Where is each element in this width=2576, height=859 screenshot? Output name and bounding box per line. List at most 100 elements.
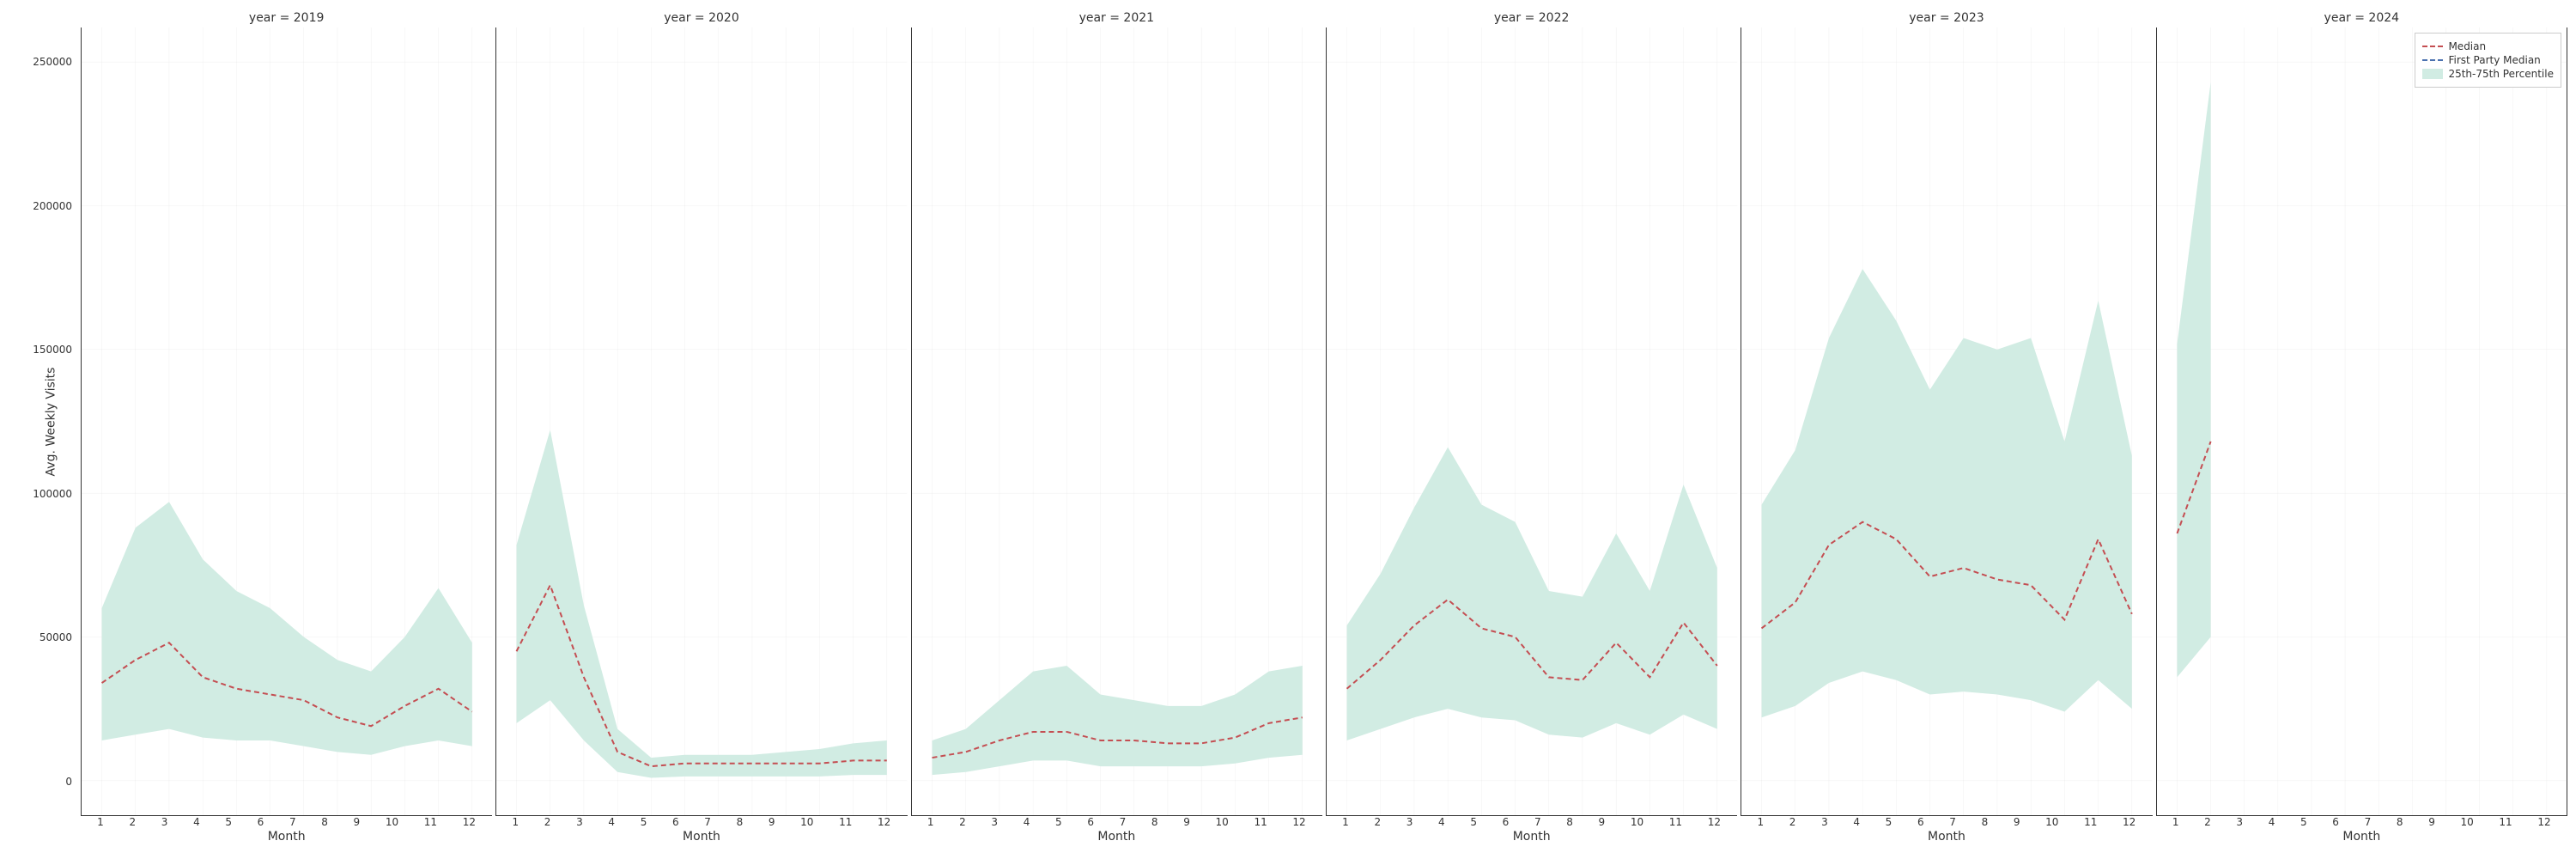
- y-axis: Avg. Weekly Visits 050000100000150000200…: [9, 9, 77, 850]
- x-tick-label: 2: [129, 816, 136, 828]
- x-tick-label: 11: [1254, 816, 1267, 828]
- x-tick-label: 9: [1183, 816, 1190, 828]
- legend-item: Median: [2422, 40, 2554, 52]
- x-tick-label: 3: [991, 816, 998, 828]
- x-tick-label: 4: [1438, 816, 1445, 828]
- plot-area: [1326, 27, 1737, 816]
- legend-swatch: [2422, 69, 2443, 79]
- x-tick-label: 8: [737, 816, 744, 828]
- x-tick-label: 7: [289, 816, 296, 828]
- x-tick-label: 11: [2084, 816, 2097, 828]
- x-tick-label: 12: [1708, 816, 1721, 828]
- facet-panel: year = 2022123456789101112Month: [1326, 9, 1737, 850]
- x-tick-label: 4: [608, 816, 615, 828]
- x-tick-label: 6: [258, 816, 264, 828]
- x-tick-label: 9: [354, 816, 361, 828]
- facet-panel: year = 2021123456789101112Month: [911, 9, 1322, 850]
- legend-label: First Party Median: [2448, 54, 2540, 66]
- percentile-band: [517, 430, 887, 778]
- legend-label: 25th-75th Percentile: [2448, 68, 2554, 80]
- x-tick-label: 10: [1216, 816, 1229, 828]
- x-tick-label: 4: [1024, 816, 1030, 828]
- percentile-band: [932, 666, 1302, 775]
- x-tick-label: 5: [225, 816, 232, 828]
- x-tick-label: 10: [800, 816, 813, 828]
- x-axis-label: Month: [911, 830, 1322, 844]
- x-tick-label: 12: [1292, 816, 1305, 828]
- legend: Median First Party Median 25th-75th Percen…: [2415, 33, 2561, 88]
- x-tick-label: 2: [959, 816, 966, 828]
- y-tick-label: 200000: [33, 200, 72, 212]
- panel-title: year = 2023: [1741, 9, 2152, 27]
- x-tick-label: 6: [1087, 816, 1094, 828]
- x-tick-label: 2: [544, 816, 551, 828]
- x-axis-label: Month: [1741, 830, 2152, 844]
- x-tick-label: 6: [1917, 816, 1924, 828]
- x-tick-label: 1: [513, 816, 519, 828]
- y-tick-label: 100000: [33, 488, 72, 500]
- x-axis-label: Month: [1326, 830, 1737, 844]
- x-tick-label: 5: [1886, 816, 1893, 828]
- x-tick-label: 2: [1374, 816, 1381, 828]
- x-axis: 123456789101112Month: [911, 816, 1322, 850]
- x-tick-label: 9: [2014, 816, 2020, 828]
- x-tick-label: 1: [97, 816, 104, 828]
- percentile-band: [102, 502, 472, 755]
- x-tick-label: 9: [769, 816, 775, 828]
- x-tick-label: 1: [1757, 816, 1764, 828]
- panel-title: year = 2024: [2156, 9, 2567, 27]
- facet-panel: year = 2019123456789101112Month: [81, 9, 492, 850]
- x-tick-label: 3: [161, 816, 168, 828]
- x-tick-label: 8: [1151, 816, 1158, 828]
- y-tick-label: 50000: [39, 631, 72, 643]
- x-tick-label: 3: [1406, 816, 1413, 828]
- x-tick-label: 2: [2204, 816, 2211, 828]
- x-tick-label: 5: [2300, 816, 2307, 828]
- x-tick-label: 11: [424, 816, 437, 828]
- x-tick-label: 10: [1631, 816, 1643, 828]
- x-tick-label: 10: [2045, 816, 2058, 828]
- panel-title: year = 2022: [1326, 9, 1737, 27]
- x-tick-label: 7: [2365, 816, 2372, 828]
- x-axis-label: Month: [2156, 830, 2567, 844]
- y-tick-label: 0: [65, 776, 72, 788]
- plot-area: [1741, 27, 2152, 816]
- x-tick-label: 8: [1982, 816, 1989, 828]
- x-tick-label: 5: [641, 816, 647, 828]
- legend-item: First Party Median: [2422, 54, 2554, 66]
- percentile-band: [2177, 82, 2210, 678]
- x-tick-label: 10: [386, 816, 398, 828]
- x-tick-label: 7: [1949, 816, 1956, 828]
- x-axis: 123456789101112Month: [81, 816, 492, 850]
- x-tick-label: 12: [2123, 816, 2136, 828]
- x-tick-label: 12: [463, 816, 476, 828]
- facet-panel: year = 2020123456789101112Month: [495, 9, 907, 850]
- x-axis-label: Month: [81, 830, 492, 844]
- panel-title: year = 2020: [495, 9, 907, 27]
- x-tick-label: 11: [1669, 816, 1682, 828]
- x-tick-label: 1: [927, 816, 934, 828]
- x-tick-label: 7: [1120, 816, 1127, 828]
- y-tick-label: 250000: [33, 56, 72, 68]
- x-tick-label: 1: [1342, 816, 1349, 828]
- x-tick-label: 9: [1599, 816, 1606, 828]
- facet-panel: year = 2024 Median First Party Median 25th-…: [2156, 9, 2567, 850]
- x-tick-label: 8: [321, 816, 328, 828]
- x-tick-label: 5: [1470, 816, 1477, 828]
- x-axis: 123456789101112Month: [2156, 816, 2567, 850]
- legend-item: 25th-75th Percentile: [2422, 68, 2554, 80]
- percentile-band: [1762, 269, 2132, 717]
- x-tick-label: 6: [2332, 816, 2339, 828]
- x-tick-label: 12: [2537, 816, 2550, 828]
- x-tick-label: 6: [672, 816, 679, 828]
- x-axis: 123456789101112Month: [495, 816, 907, 850]
- plot-area: [81, 27, 492, 816]
- x-tick-label: 3: [576, 816, 583, 828]
- x-tick-label: 4: [2269, 816, 2275, 828]
- x-tick-label: 11: [2499, 816, 2512, 828]
- x-tick-label: 7: [704, 816, 711, 828]
- x-tick-label: 1: [2172, 816, 2179, 828]
- panel-title: year = 2021: [911, 9, 1322, 27]
- facet-chart: Avg. Weekly Visits 050000100000150000200…: [9, 9, 2567, 850]
- x-tick-label: 7: [1534, 816, 1541, 828]
